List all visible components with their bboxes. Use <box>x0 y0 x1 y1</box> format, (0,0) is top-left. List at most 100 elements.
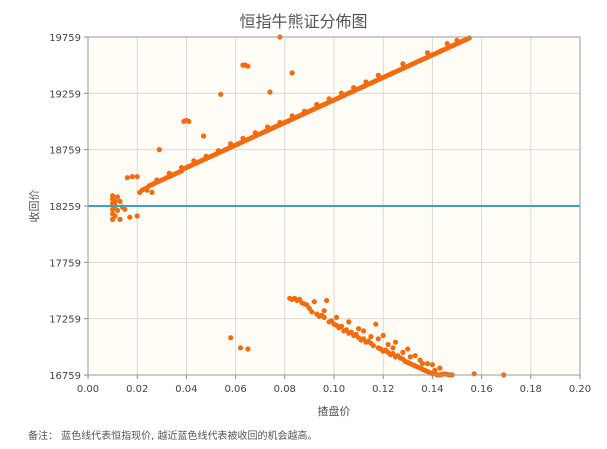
data-point <box>228 141 234 147</box>
data-point <box>144 187 150 193</box>
data-point <box>122 206 128 212</box>
data-point <box>309 309 315 315</box>
data-point <box>432 367 438 373</box>
data-point <box>134 174 140 180</box>
footnote: 备注： 蓝色线代表恒指现价, 越近蓝色线代表被收回的机会越高。 <box>28 431 318 442</box>
data-point <box>380 332 386 339</box>
data-point <box>466 35 472 41</box>
data-point <box>368 334 374 340</box>
data-point <box>289 70 295 76</box>
data-point <box>191 158 197 164</box>
data-point <box>370 343 376 349</box>
data-point <box>114 207 121 213</box>
data-point <box>324 297 330 304</box>
y-tick-label: 18259 <box>49 202 81 213</box>
data-point <box>203 153 209 159</box>
data-point <box>338 90 344 96</box>
data-point <box>321 308 327 314</box>
x-tick-label: 0.08 <box>274 384 296 395</box>
data-point <box>114 194 121 200</box>
data-point <box>424 361 431 367</box>
x-tick-label: 0.18 <box>520 384 542 395</box>
data-point <box>228 335 234 341</box>
y-tick-label: 18759 <box>49 146 81 157</box>
data-point <box>265 124 271 130</box>
x-tick-label: 0.02 <box>126 384 148 395</box>
data-point <box>154 177 160 183</box>
data-point <box>338 323 344 329</box>
data-point <box>405 346 411 352</box>
data-point <box>429 362 435 368</box>
data-point <box>390 345 396 351</box>
data-point <box>363 79 369 85</box>
y-tick-label: 17259 <box>49 315 81 326</box>
data-point <box>112 198 118 204</box>
data-point <box>321 314 327 320</box>
data-point <box>400 61 406 67</box>
data-point <box>454 37 460 43</box>
data-point <box>351 85 357 91</box>
data-point <box>149 189 155 195</box>
data-point <box>156 147 162 153</box>
data-point <box>375 72 381 78</box>
x-tick-label: 0.12 <box>372 384 394 395</box>
x-tick-label: 0.14 <box>421 384 443 395</box>
x-axis-ticks: 0.00 0.02 0.04 0.06 0.08 0.10 0.12 0.14 0.16 0.18… <box>77 375 591 395</box>
chart-title: 恒指牛熊证分佈图 <box>239 12 368 31</box>
y-axis-ticks: 19759 19259 18759 18259 17759 17259 16759 <box>49 33 88 382</box>
data-point <box>437 365 443 371</box>
data-point <box>240 135 246 141</box>
data-point <box>373 321 379 327</box>
x-tick-label: 0.20 <box>569 384 591 395</box>
data-point <box>112 213 118 219</box>
data-point <box>375 336 381 342</box>
x-tick-label: 0.16 <box>470 384 492 395</box>
data-point <box>245 63 251 69</box>
data-point <box>252 130 258 136</box>
data-point <box>201 133 207 139</box>
data-point <box>444 41 450 47</box>
data-point <box>301 108 308 114</box>
x-axis-label: 揸盘价 <box>318 404 351 418</box>
y-tick-label: 19759 <box>49 33 81 44</box>
data-point <box>218 91 224 97</box>
data-point <box>267 89 273 95</box>
data-point <box>400 349 406 355</box>
data-point <box>178 165 185 171</box>
data-point <box>385 341 391 348</box>
data-point <box>117 198 123 204</box>
data-point <box>424 50 431 56</box>
data-point <box>134 213 140 219</box>
data-point <box>356 326 362 332</box>
y-tick-label: 17759 <box>49 258 81 269</box>
data-point <box>245 346 251 352</box>
data-point <box>392 339 399 345</box>
data-point <box>124 175 130 181</box>
y-axis-label: 收回价 <box>27 190 41 223</box>
data-point <box>117 216 123 222</box>
y-tick-label: 16759 <box>49 371 81 382</box>
data-point <box>166 170 172 176</box>
data-point <box>326 96 332 102</box>
data-point <box>407 354 413 360</box>
data-point <box>110 193 116 199</box>
data-point <box>360 328 367 334</box>
plot-border <box>87 36 581 376</box>
data-point <box>277 119 283 126</box>
data-point <box>215 148 221 154</box>
data-point <box>314 101 320 108</box>
y-tick-label: 19259 <box>49 89 81 100</box>
data-point <box>311 299 317 305</box>
data-point <box>471 371 477 377</box>
data-point <box>186 118 192 124</box>
data-point <box>346 319 352 325</box>
data-point <box>289 113 295 119</box>
data-point <box>127 214 133 220</box>
data-point <box>237 345 244 351</box>
x-tick-label: 0.04 <box>175 384 197 395</box>
x-tick-label: 0.00 <box>77 384 99 395</box>
data-point <box>412 353 418 359</box>
data-points <box>110 34 507 378</box>
x-tick-label: 0.10 <box>323 384 345 395</box>
